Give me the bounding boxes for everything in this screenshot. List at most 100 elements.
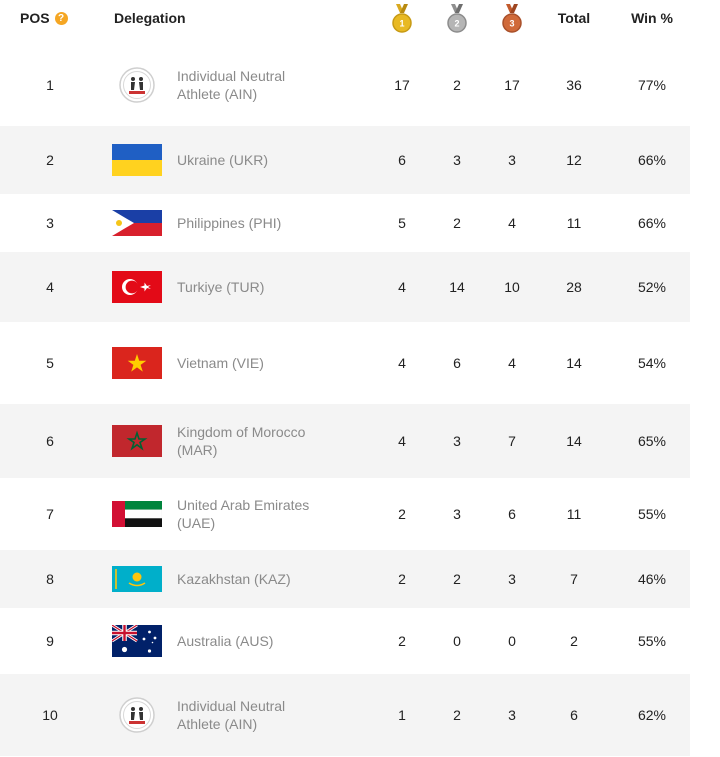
morocco-flag-icon bbox=[112, 425, 162, 457]
bronze-count: 3 bbox=[508, 707, 516, 723]
total-count: 36 bbox=[566, 77, 582, 93]
silver-count: 2 bbox=[453, 571, 461, 587]
gold-count: 6 bbox=[398, 152, 406, 168]
total-count: 11 bbox=[566, 506, 582, 522]
position: 9 bbox=[46, 633, 54, 649]
total-count: 14 bbox=[566, 355, 582, 371]
win-percent: 66% bbox=[637, 152, 667, 168]
table-row[interactable]: 9 Australia (AUS) 2 0 0 2 55% bbox=[0, 608, 690, 674]
delegation-name-line1: Kingdom of Morocco bbox=[177, 424, 306, 440]
win-percent-header: Win % bbox=[631, 10, 673, 26]
gold-count: 2 bbox=[398, 633, 406, 649]
svg-text:1: 1 bbox=[399, 19, 404, 29]
position: 4 bbox=[46, 279, 54, 295]
delegation-name-line1: United Arab Emirates bbox=[177, 497, 310, 513]
position: 8 bbox=[46, 571, 54, 587]
table-row[interactable]: 4 Turkiye (TUR) 4 14 10 28 52% bbox=[0, 252, 690, 322]
bronze-count: 4 bbox=[508, 355, 516, 371]
bronze-count: 3 bbox=[508, 152, 516, 168]
silver-medal-icon: 2 bbox=[446, 4, 468, 34]
table-row[interactable]: 7 United Arab Emirates (UAE) 2 3 6 11 55% bbox=[0, 478, 690, 550]
win-percent: 46% bbox=[637, 571, 667, 587]
silver-count: 2 bbox=[453, 215, 461, 231]
delegation-name: Vietnam (VIE) bbox=[177, 322, 357, 404]
delegation-name: Turkiye (TUR) bbox=[177, 252, 357, 322]
bronze-count: 3 bbox=[508, 571, 516, 587]
australia-flag-icon bbox=[112, 625, 162, 657]
flag-cell bbox=[112, 252, 162, 322]
flag-cell bbox=[112, 322, 162, 404]
win-percent: 65% bbox=[637, 433, 667, 449]
ukraine-flag-icon bbox=[112, 144, 162, 176]
table-row[interactable]: 10 Individual Neutral Athlete (AIN) 1 2 3… bbox=[0, 674, 690, 756]
delegation-name: Kingdom of Morocco (MAR) bbox=[177, 404, 357, 478]
position: 6 bbox=[46, 433, 54, 449]
total-count: 6 bbox=[570, 707, 578, 723]
delegation-name-line1: Individual Neutral bbox=[177, 68, 286, 84]
bronze-medal-icon: 3 bbox=[501, 4, 523, 34]
delegation-name-line2: Athlete (AIN) bbox=[177, 86, 258, 102]
gold-count: 4 bbox=[398, 433, 406, 449]
table-row[interactable]: 8 Kazakhstan (KAZ) 2 2 3 7 46% bbox=[0, 550, 690, 608]
position: 7 bbox=[46, 506, 54, 522]
total-header: Total bbox=[557, 10, 591, 26]
turkiye-flag-icon bbox=[112, 271, 162, 303]
delegation-name: Kazakhstan (KAZ) bbox=[177, 550, 357, 608]
table-row[interactable]: 1 Individual Neutral Athlete (AIN) 17 2 1… bbox=[0, 44, 690, 126]
pos-header[interactable]: POS ? bbox=[20, 0, 68, 36]
position: 2 bbox=[46, 152, 54, 168]
delegation-name-line2: (UAE) bbox=[177, 515, 216, 531]
silver-count: 14 bbox=[449, 279, 465, 295]
silver-count: 3 bbox=[453, 506, 461, 522]
flag-cell bbox=[112, 608, 162, 674]
gold-count: 5 bbox=[398, 215, 406, 231]
delegation-name: Individual Neutral Athlete (AIN) bbox=[177, 674, 357, 756]
table-row[interactable]: 5 Vietnam (VIE) 4 6 4 14 54% bbox=[0, 322, 690, 404]
win-percent: 55% bbox=[637, 506, 667, 522]
gold-count: 1 bbox=[398, 707, 406, 723]
win-percent: 66% bbox=[637, 215, 667, 231]
position: 3 bbox=[46, 215, 54, 231]
flag-cell bbox=[112, 478, 162, 550]
delegation-name: Australia (AUS) bbox=[177, 608, 357, 674]
delegation-name-line1: Vietnam (VIE) bbox=[177, 355, 264, 371]
flag-cell bbox=[112, 44, 162, 126]
delegation-name: Individual Neutral Athlete (AIN) bbox=[177, 44, 357, 126]
win-percent: 62% bbox=[637, 707, 667, 723]
position: 1 bbox=[46, 77, 54, 93]
delegation-name: Philippines (PHI) bbox=[177, 194, 357, 252]
delegation-name-line2: (MAR) bbox=[177, 442, 218, 458]
silver-count: 6 bbox=[453, 355, 461, 371]
gold-count: 2 bbox=[398, 506, 406, 522]
delegation-name: United Arab Emirates (UAE) bbox=[177, 478, 357, 550]
table-row[interactable]: 2 Ukraine (UKR) 6 3 3 12 66% bbox=[0, 126, 690, 194]
total-count: 11 bbox=[566, 215, 582, 231]
gold-count: 17 bbox=[394, 77, 410, 93]
bronze-count: 4 bbox=[508, 215, 516, 231]
table-row[interactable]: 6 Kingdom of Morocco (MAR) 4 3 7 14 65% bbox=[0, 404, 690, 478]
total-count: 7 bbox=[570, 571, 578, 587]
silver-count: 0 bbox=[453, 633, 461, 649]
silver-count: 2 bbox=[453, 707, 461, 723]
delegation-name-line1: Turkiye (TUR) bbox=[177, 279, 265, 295]
table-header: POS ? Delegation 1 2 bbox=[0, 0, 690, 42]
info-icon[interactable]: ? bbox=[54, 11, 68, 25]
gold-count: 4 bbox=[398, 279, 406, 295]
ain-logo-icon bbox=[119, 67, 155, 103]
table-row[interactable]: 3 Philippines (PHI) 5 2 4 11 66% bbox=[0, 194, 690, 252]
win-percent: 77% bbox=[637, 77, 667, 93]
flag-cell bbox=[112, 404, 162, 478]
bronze-count: 6 bbox=[508, 506, 516, 522]
bronze-count: 10 bbox=[504, 279, 520, 295]
total-count: 2 bbox=[570, 633, 578, 649]
philippines-flag-icon bbox=[112, 210, 162, 236]
gold-count: 4 bbox=[398, 355, 406, 371]
pos-header-label: POS bbox=[20, 10, 50, 26]
svg-text:2: 2 bbox=[454, 19, 459, 29]
uae-flag-icon bbox=[112, 501, 162, 527]
bronze-count: 0 bbox=[508, 633, 516, 649]
bronze-count: 7 bbox=[508, 433, 516, 449]
vietnam-flag-icon bbox=[112, 347, 162, 379]
win-percent: 55% bbox=[637, 633, 667, 649]
